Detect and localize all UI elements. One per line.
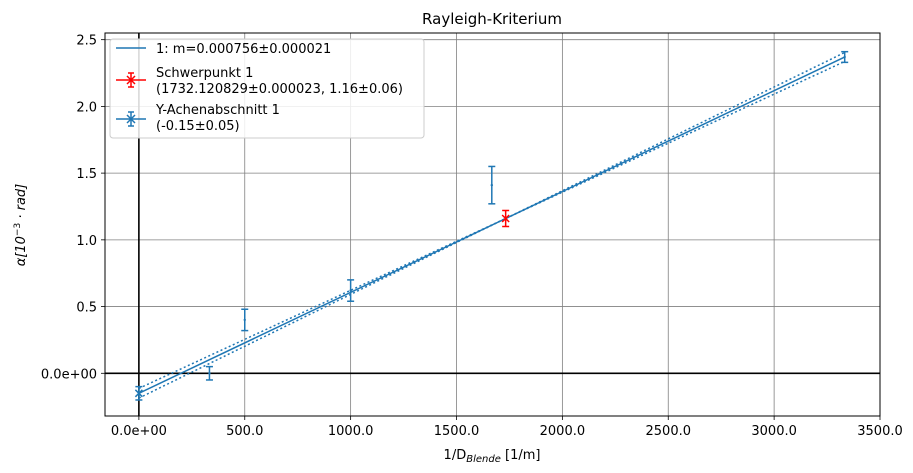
x-tick-label: 500.0 <box>226 424 263 439</box>
data-point <box>205 365 213 381</box>
chart-title: Rayleigh-Kriterium <box>422 10 562 28</box>
fit-line <box>138 56 845 394</box>
grid-lines <box>105 33 881 416</box>
data-point <box>241 308 249 332</box>
x-tick-label: 1500.0 <box>434 424 480 439</box>
fit-lines <box>138 51 845 399</box>
x-axis-label: 1/DBlende [1/m] <box>444 448 541 465</box>
axis-ticks: 0.0e+00 500.0 1000.0 1500.0 2000.0 2500.0 3000… <box>41 34 903 439</box>
y-tick-label: 0.5 <box>76 301 97 316</box>
x-tick-label: 2500.0 <box>646 424 692 439</box>
y-tick-label: 2.0 <box>76 100 97 115</box>
legend-fit-label: 1: m=0.000756±0.000021 <box>156 42 331 57</box>
y-tick-label: 1.0 <box>76 234 97 249</box>
data-points <box>134 50 849 401</box>
legend-intercept-label: Y-Achenabschnitt 1 <box>155 103 280 118</box>
x-tick-label: 0.0e+00 <box>111 424 167 439</box>
centroid-point <box>501 209 510 228</box>
x-tick-label: 1000.0 <box>328 424 374 439</box>
legend: 1: m=0.000756±0.000021 Schwerpunkt 1 (17… <box>109 38 425 139</box>
legend-centroid-swatch <box>116 72 146 88</box>
y-axis-label: α[10−3 · rad] <box>13 184 29 267</box>
legend-centroid-label: Schwerpunkt 1 <box>156 66 253 81</box>
data-point <box>488 165 496 205</box>
x-tick-label: 3000.0 <box>751 424 797 439</box>
data-point <box>347 279 355 302</box>
x-tick-label: 2000.0 <box>540 424 586 439</box>
legend-centroid-label-2: (1732.120829±0.000023, 1.16±0.06) <box>156 82 403 97</box>
data-point <box>841 50 849 64</box>
y-tick-label: 2.5 <box>76 34 97 49</box>
legend-box <box>109 38 425 139</box>
plot-frame <box>104 32 881 417</box>
legend-intercept-swatch <box>116 111 146 127</box>
intercept-point <box>134 385 143 401</box>
y-tick-label: 0.0e+00 <box>41 367 97 382</box>
y-tick-label: 1.5 <box>76 167 97 182</box>
x-tick-label: 3500.0 <box>857 424 903 439</box>
legend-intercept-label-2: (-0.15±0.05) <box>156 119 240 134</box>
